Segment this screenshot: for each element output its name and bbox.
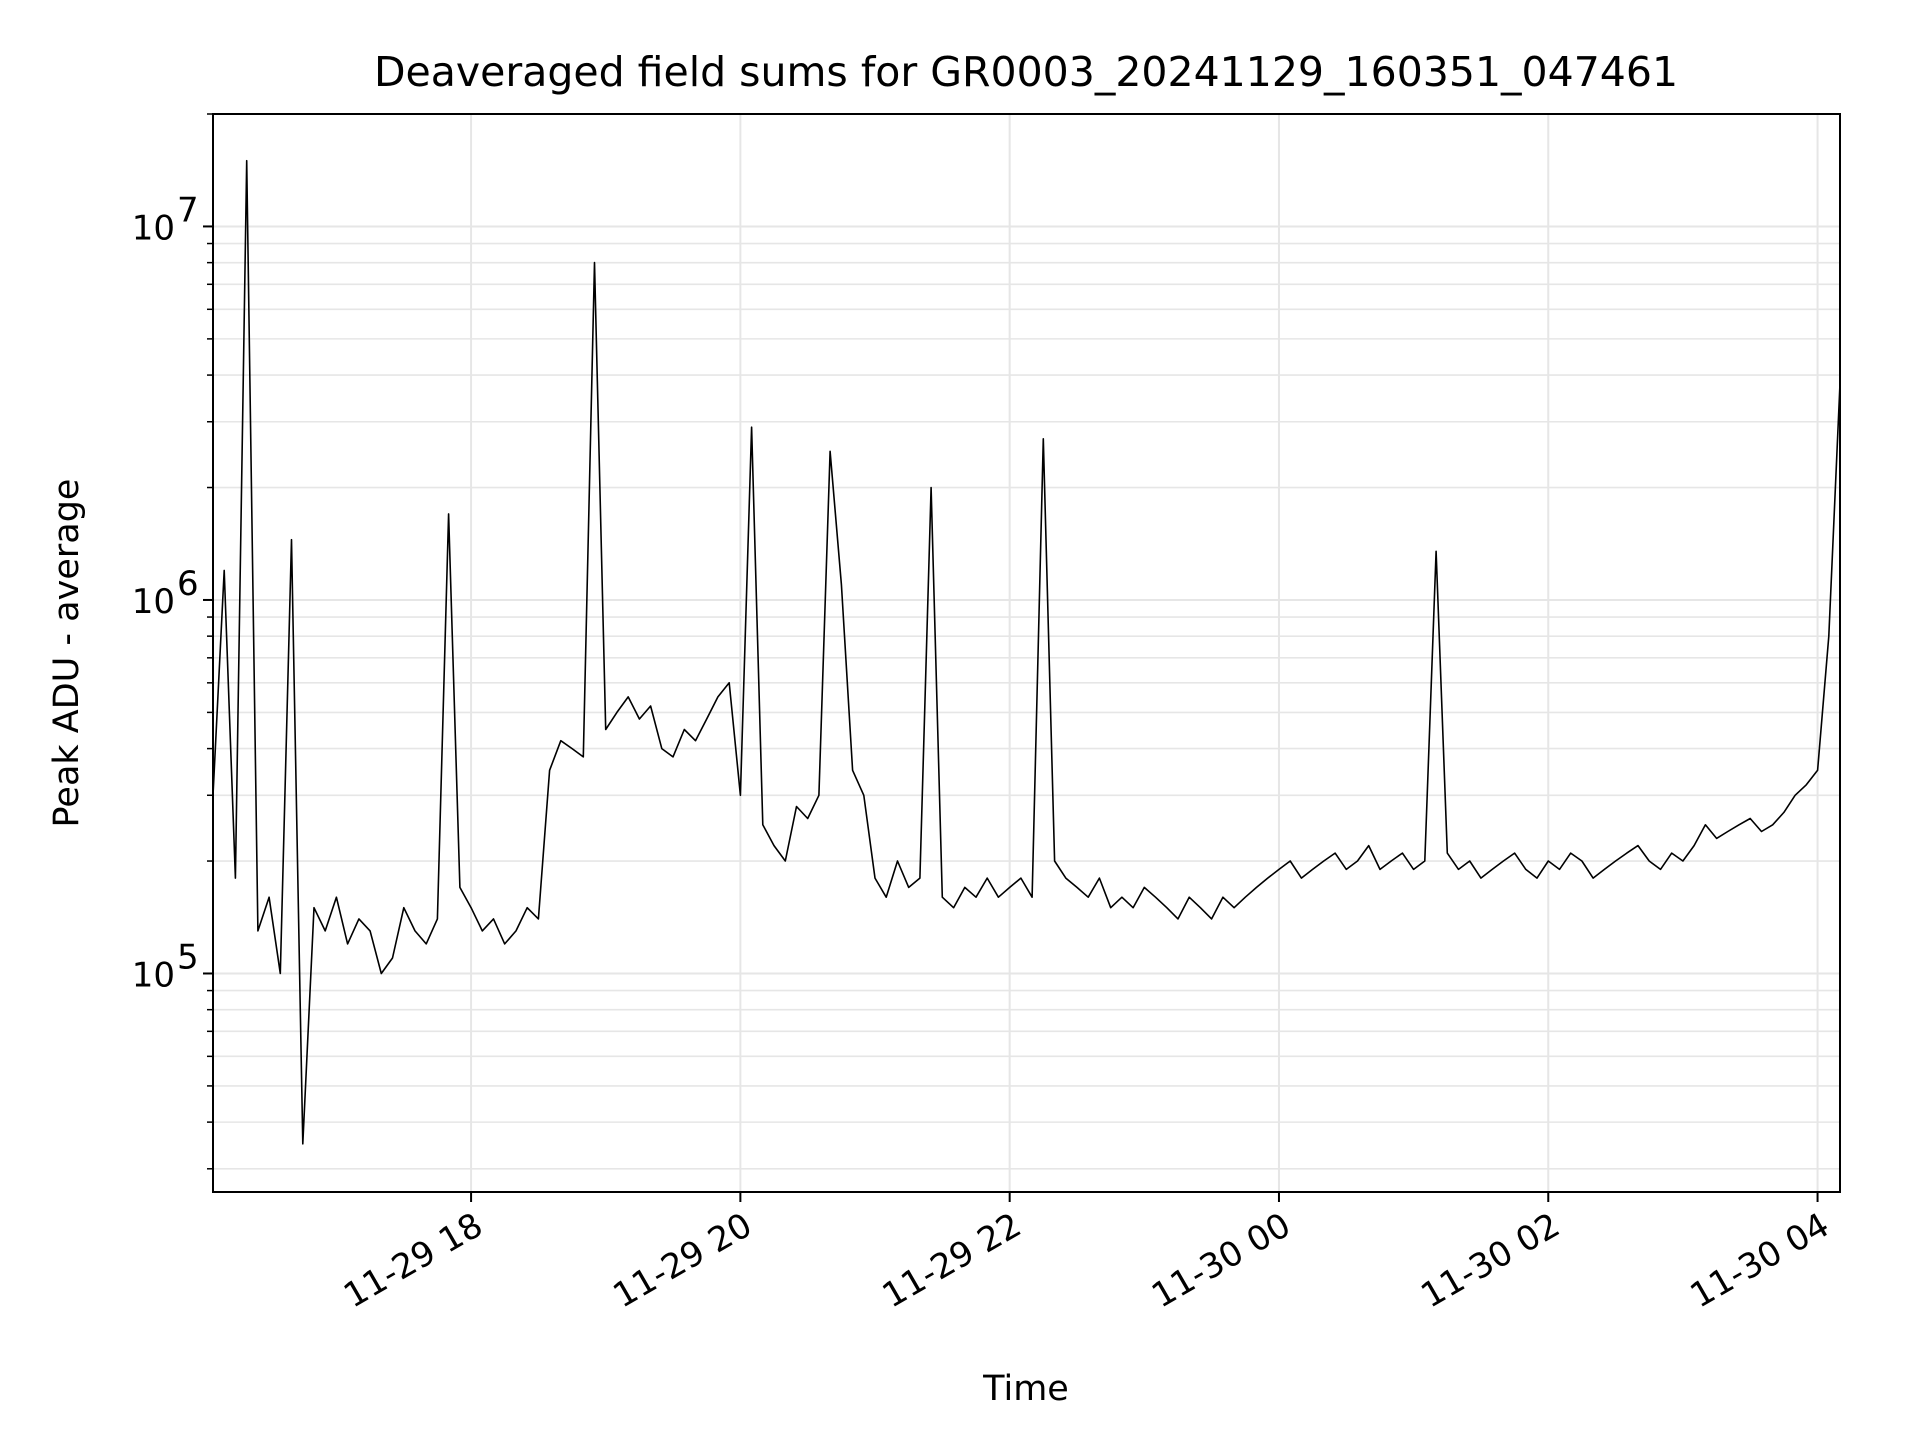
series-layer [213, 159, 1840, 1145]
plot-frame [212, 113, 1841, 1193]
y-tick-label: 10 [132, 582, 175, 622]
y-tick-exponent: 5 [177, 937, 199, 977]
series-line [213, 159, 1840, 1145]
y-tick-label: 10 [132, 955, 175, 995]
y-tick-exponent: 6 [177, 564, 199, 604]
x-axis-label: Time [982, 1369, 1069, 1409]
y-tick-exponent: 7 [177, 190, 199, 230]
grid [213, 113, 1840, 1192]
y-tick-label: 10 [132, 208, 175, 248]
chart-title: Deaveraged field sums for GR0003_2024112… [374, 48, 1678, 96]
y-axis-label: Peak ADU - average [47, 479, 87, 828]
